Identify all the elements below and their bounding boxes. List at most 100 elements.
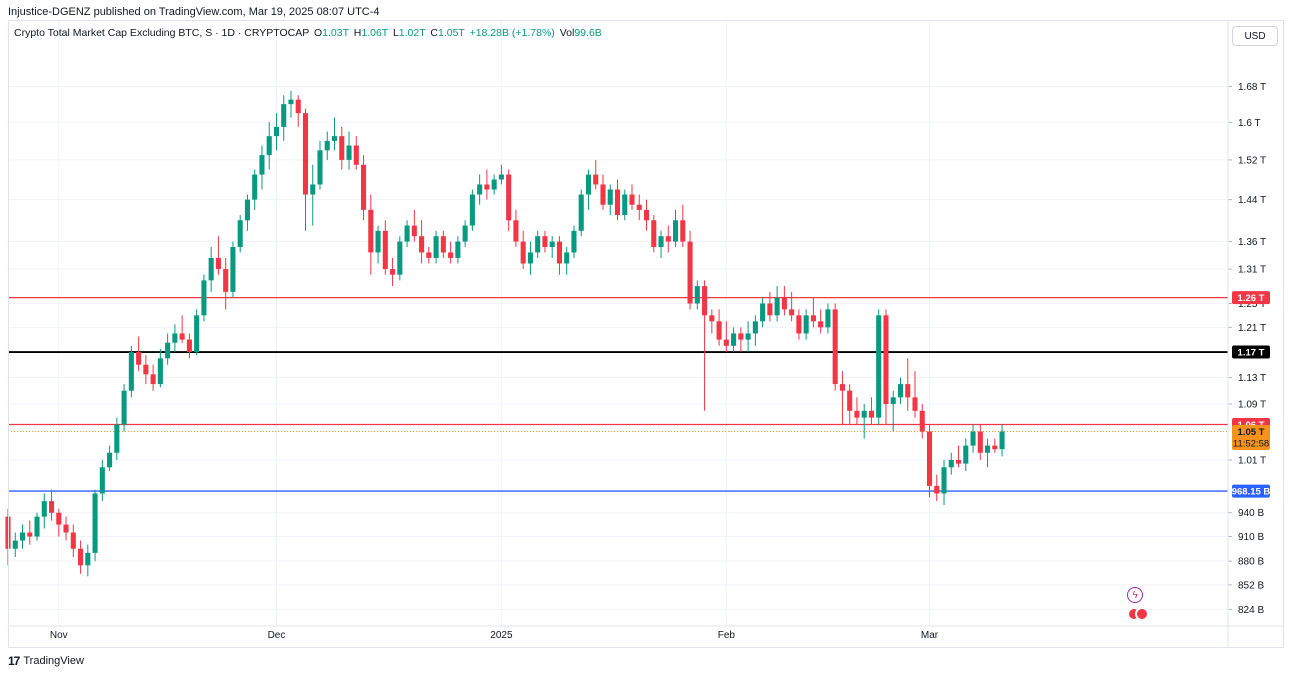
candle-body — [926, 431, 933, 486]
candle-body — [527, 252, 533, 264]
candle-body — [208, 257, 214, 281]
candle-body — [818, 321, 824, 328]
candle-body — [361, 164, 367, 210]
symbol-legend: Crypto Total Market Cap Excluding BTC, S… — [14, 27, 602, 39]
candle-body — [709, 315, 715, 322]
candle-body — [919, 410, 925, 432]
volume-label: Vol — [559, 27, 575, 39]
candle-body — [27, 532, 33, 537]
candle-body — [462, 225, 468, 242]
candle-body — [680, 220, 686, 242]
candle-body — [585, 174, 592, 195]
economic-events-icon[interactable] — [1125, 606, 1151, 622]
candle-body — [977, 431, 983, 453]
candle-body — [992, 445, 998, 450]
level-tag-bg — [1232, 345, 1270, 359]
y-tick-label: 1.6 T — [1238, 118, 1261, 129]
change-value: +18.28B (+1.78%) — [469, 27, 555, 39]
candle-body — [556, 241, 562, 264]
candle-body — [172, 333, 178, 343]
candle-body — [107, 452, 113, 468]
candle-body — [752, 321, 758, 334]
candle-body — [600, 184, 606, 205]
candle-body — [498, 174, 504, 180]
price-axis: 1.68 T 1.6 T 1.52 T 1.44 T 1.36 T 1.31 T 1.25 … — [1227, 20, 1266, 648]
candle-body — [194, 315, 200, 353]
candle-body — [252, 174, 258, 200]
brand-name: TradingView — [23, 655, 84, 667]
candle-body — [266, 136, 272, 156]
candle-body — [397, 241, 403, 275]
candle-body — [353, 145, 359, 165]
candle-body — [549, 241, 555, 247]
candle-body — [19, 532, 26, 541]
symbol-title[interactable]: Crypto Total Market Cap Excluding BTC, S… — [14, 27, 310, 39]
candle-body — [694, 286, 700, 304]
candle-body — [56, 512, 62, 525]
candle-body — [571, 230, 577, 253]
candle-body — [629, 194, 635, 205]
candle-body — [789, 309, 795, 316]
candle-body — [970, 431, 976, 446]
candle-body — [390, 269, 396, 275]
y-tick-label: 1.31 T — [1238, 265, 1266, 276]
candle-body — [455, 241, 461, 258]
candle-body — [165, 342, 171, 359]
candle-body — [745, 333, 751, 340]
candle-body — [665, 236, 671, 242]
candle-body — [419, 236, 425, 253]
y-tick-label: 1.52 T — [1238, 155, 1266, 166]
candle-body — [999, 431, 1005, 450]
open-label: O — [314, 27, 323, 39]
candle-body — [484, 184, 490, 190]
close-value: 1.05T — [437, 27, 465, 39]
y-tick-label: 1.01 T — [1238, 456, 1266, 467]
candle-body — [622, 194, 628, 216]
candle-body — [839, 384, 845, 391]
candle-body — [738, 333, 744, 340]
candle-body — [259, 155, 265, 175]
candle-body — [774, 297, 780, 316]
candle-body — [223, 269, 229, 292]
candle-body — [593, 174, 599, 185]
candle-body — [687, 241, 693, 304]
candle-body — [440, 236, 446, 253]
candle-body — [796, 315, 802, 334]
level-tag: 1.17 T — [1238, 348, 1265, 359]
candle-body — [905, 384, 911, 398]
y-tick-label: 852 B — [1238, 580, 1264, 591]
candle-body — [114, 424, 120, 453]
currency-button[interactable]: USD — [1232, 26, 1278, 46]
candle-body — [34, 516, 40, 537]
candle-body — [237, 220, 243, 247]
candle-body — [230, 246, 236, 292]
candle-body — [832, 309, 838, 385]
y-tick-label: 1.13 T — [1238, 373, 1266, 384]
candle-body — [469, 194, 475, 226]
candle-body — [760, 303, 766, 322]
candle-body — [41, 501, 47, 517]
high-value: 1.06T — [361, 27, 389, 39]
candle-body — [331, 136, 338, 141]
candle-body — [339, 136, 345, 160]
candle-body — [426, 252, 432, 258]
open-value: 1.03T — [322, 27, 349, 39]
y-tick-label: 940 B — [1238, 508, 1264, 519]
candle-body — [317, 150, 323, 185]
candle-body — [215, 257, 221, 270]
candle-body — [861, 410, 867, 418]
lightning-icon[interactable]: ϟ — [1127, 587, 1143, 603]
candle-body — [985, 445, 991, 453]
y-tick-label: 824 B — [1238, 605, 1264, 616]
x-tick-label: 2025 — [490, 630, 513, 641]
tradingview-brand[interactable]: 17 TradingView — [8, 654, 84, 668]
candle-body — [825, 309, 831, 328]
publisher-line: Injustice-DGENZ published on TradingView… — [8, 6, 380, 18]
candle-body — [955, 460, 962, 464]
candle-body — [201, 280, 207, 316]
candle-body — [448, 252, 454, 258]
candle-body — [702, 286, 708, 316]
candle-body — [302, 113, 309, 195]
candle-body — [542, 236, 548, 247]
